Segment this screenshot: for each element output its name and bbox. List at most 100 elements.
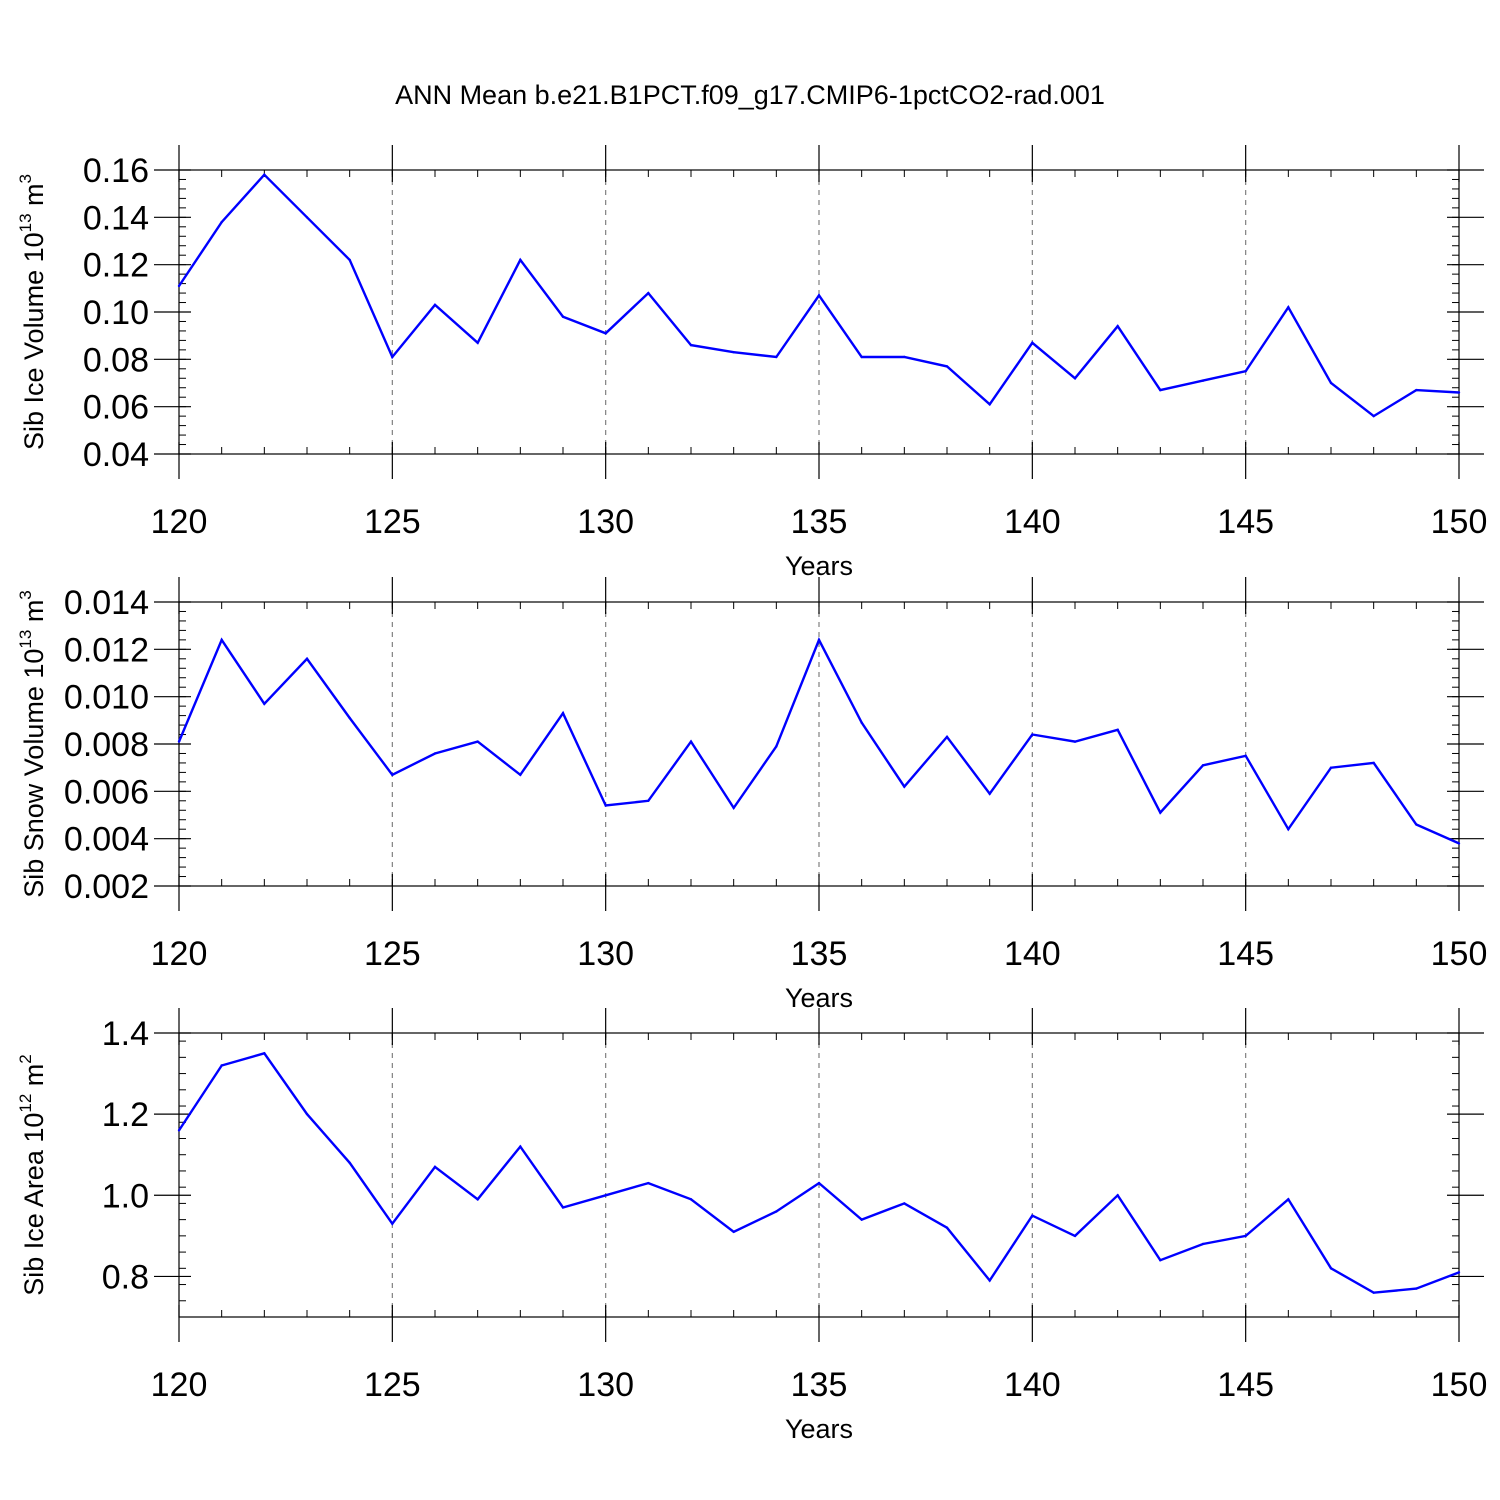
y-tick-label: 0.16 — [83, 152, 149, 190]
data-point — [177, 740, 181, 743]
y-tick-label: 0.14 — [83, 199, 149, 237]
data-point — [689, 343, 693, 347]
y-axis-title: Sib Ice Area 1012 m2 — [16, 1054, 49, 1296]
x-tick-label: 150 — [1431, 1366, 1488, 1404]
data-point — [305, 657, 309, 660]
data-point — [945, 735, 949, 739]
data-point — [391, 355, 394, 359]
data-point — [1116, 728, 1119, 731]
y-tick-label: 0.014 — [64, 584, 149, 622]
data-point — [988, 792, 991, 795]
data-point — [263, 1052, 266, 1055]
data-point — [817, 1181, 821, 1185]
data-point — [647, 799, 650, 802]
data-point — [860, 1218, 863, 1221]
y-tick-label: 1.4 — [102, 1015, 149, 1053]
x-tick-label: 125 — [364, 503, 421, 541]
data-point — [561, 712, 565, 715]
x-tick-label: 135 — [791, 1366, 848, 1404]
y-tick-label: 0.002 — [64, 868, 149, 906]
x-tick-label: 130 — [577, 503, 634, 541]
x-tick-label: 120 — [151, 935, 208, 973]
data-point — [1244, 754, 1247, 758]
data-point — [305, 216, 309, 219]
y-tick-label: 0.08 — [83, 341, 149, 379]
y-tick-label: 0.8 — [102, 1258, 149, 1296]
data-point — [1073, 1234, 1077, 1238]
data-point — [1031, 1214, 1034, 1217]
data-point — [1159, 1259, 1162, 1262]
x-tick-label: 130 — [577, 1366, 634, 1404]
data-point — [1287, 306, 1290, 309]
y-tick-label: 0.010 — [64, 679, 149, 717]
data-point — [945, 365, 949, 368]
plot-frame — [178, 1032, 1460, 1318]
data-point — [220, 1064, 223, 1067]
y-tick-label: 0.12 — [83, 247, 149, 285]
data-point — [391, 1222, 394, 1225]
data-point — [860, 721, 863, 724]
data-point — [476, 341, 479, 344]
data-point — [1457, 842, 1461, 845]
data-point — [1457, 391, 1461, 394]
x-tick-label: 145 — [1217, 935, 1274, 973]
data-point — [1415, 388, 1418, 392]
data-point — [1415, 823, 1418, 826]
data-point — [1244, 1234, 1247, 1238]
data-point — [817, 294, 821, 297]
y-tick-label: 1.2 — [102, 1096, 149, 1134]
data-point — [1415, 1287, 1418, 1290]
x-tick-label: 125 — [364, 935, 421, 973]
chart-panel-3: 0.8 1.0 1.2 1.4 120 125 130 135 140 145 150 Years Si… — [16, 1008, 1487, 1444]
data-point — [903, 1202, 906, 1205]
figure-title: ANN Mean b.e21.B1PCT.f09_g17.CMIP6-1pctC… — [395, 80, 1105, 110]
data-point — [476, 740, 479, 743]
y-axis-title: Sib Snow Volume 1013 m3 — [16, 590, 49, 898]
chart-panel-1: 0.04 0.06 0.08 0.10 0.12 0.14 0.16 120 125 130 135… — [16, 145, 1487, 581]
data-point — [348, 1161, 351, 1165]
x-tick-label: 120 — [151, 1366, 208, 1404]
data-point — [391, 773, 394, 776]
data-point — [732, 1230, 735, 1234]
data-point — [732, 806, 735, 810]
x-tick-label: 140 — [1004, 503, 1061, 541]
data-point — [1244, 369, 1247, 373]
x-tick-label: 145 — [1217, 1366, 1274, 1404]
data-point — [348, 258, 351, 262]
x-tick-label: 120 — [151, 503, 208, 541]
data-point — [1372, 414, 1375, 418]
x-tick-label: 140 — [1004, 1366, 1061, 1404]
x-tick-label: 150 — [1431, 935, 1488, 973]
data-point — [647, 1181, 650, 1185]
y-tick-label: 1.0 — [102, 1177, 149, 1215]
data-point — [1201, 379, 1205, 382]
data-point — [988, 1279, 991, 1282]
data-point — [263, 702, 266, 705]
x-tick-label: 130 — [577, 935, 634, 973]
data-point — [988, 403, 991, 406]
data-point — [1116, 1194, 1119, 1197]
data-point — [604, 332, 607, 335]
data-point — [604, 1194, 607, 1197]
data-point — [348, 716, 351, 720]
data-point — [647, 291, 650, 295]
data-point — [903, 785, 906, 788]
data-point — [1329, 381, 1333, 385]
data-point — [1457, 1271, 1461, 1274]
data-point — [519, 773, 522, 776]
data-point — [519, 258, 522, 262]
data-point — [476, 1198, 479, 1201]
data-point — [433, 303, 437, 307]
x-tick-label: 140 — [1004, 935, 1061, 973]
x-tick-label: 145 — [1217, 503, 1274, 541]
plot-frame — [178, 169, 1460, 455]
x-tick-label: 150 — [1431, 503, 1488, 541]
data-point — [1287, 828, 1290, 831]
data-point — [1372, 1291, 1375, 1294]
data-point — [519, 1145, 522, 1148]
data-point — [1031, 733, 1034, 736]
data-point — [945, 1226, 949, 1229]
data-point — [177, 1129, 181, 1132]
y-axis-title: Sib Ice Volume 1013 m3 — [16, 174, 49, 450]
